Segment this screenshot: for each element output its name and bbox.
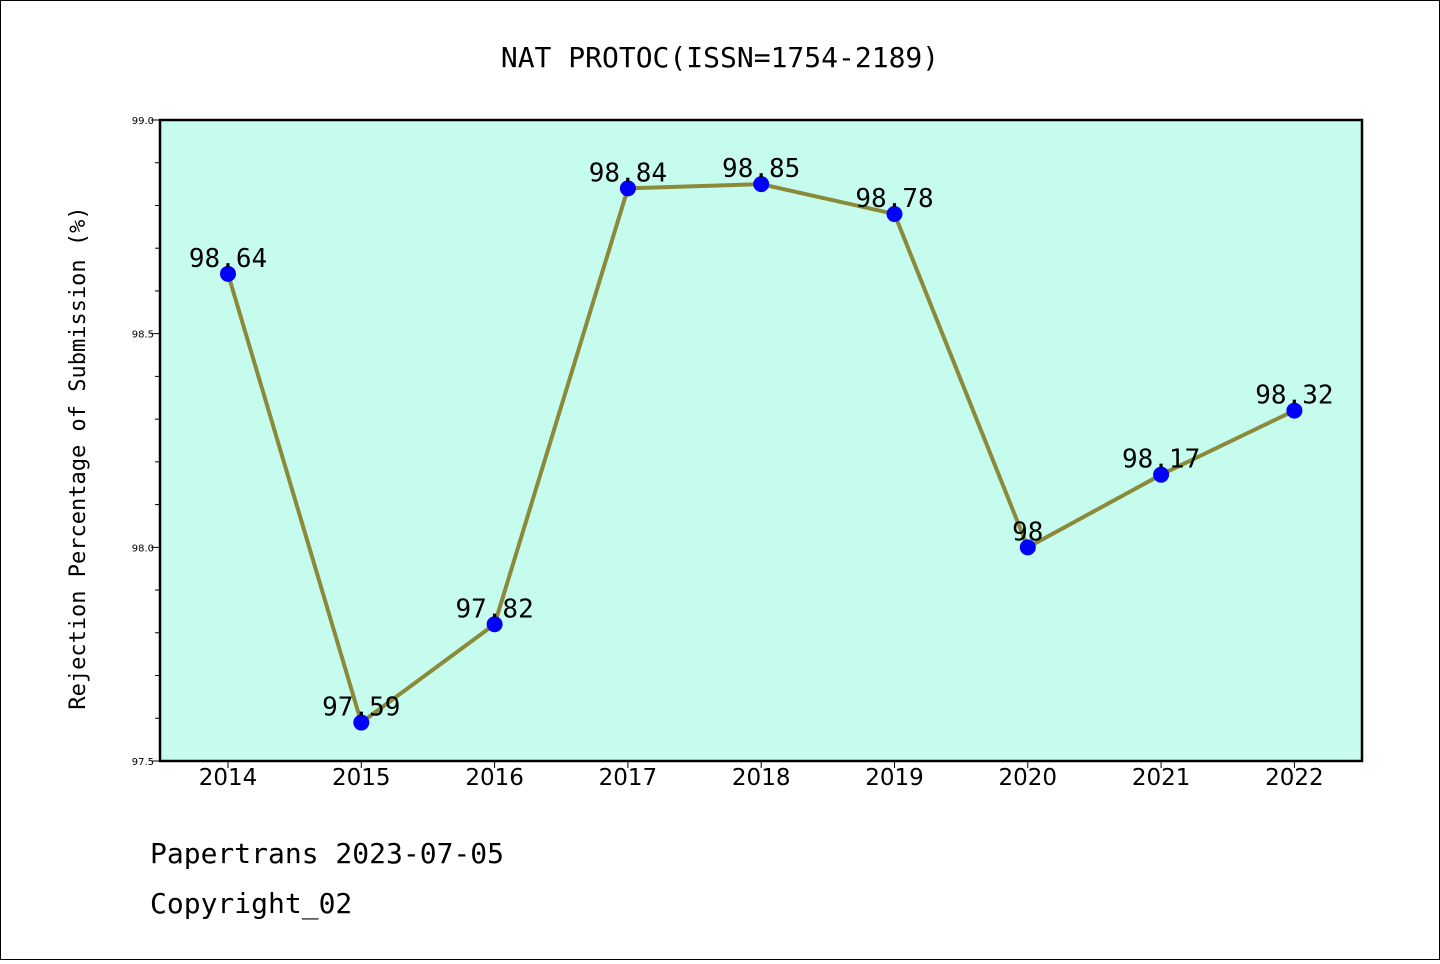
x-tick-label: 2015 [332, 765, 391, 791]
y-tick-label: 97.5 [132, 757, 154, 768]
data-point [753, 176, 770, 193]
chart-title: NAT PROTOC(ISSN=1754-2189) [501, 41, 939, 74]
data-point [1019, 539, 1036, 556]
x-axis: 2014 2015 2016 2017 2018 2019 2020 2021 2022 [199, 761, 1324, 791]
plot-area [160, 120, 1362, 761]
data-label: 98.78 [855, 184, 933, 214]
data-point [886, 206, 903, 223]
x-tick-label: 2014 [199, 765, 258, 791]
x-tick-label: 2022 [1265, 765, 1324, 791]
y-tick-label: 99.0 [132, 116, 154, 127]
y-tick-label: 98.0 [132, 543, 154, 554]
x-tick-label: 2018 [732, 765, 791, 791]
series-layer: 98.64 97.59 97.82 98.84 98.85 98.78 98 98.17 98.… [189, 154, 1334, 731]
x-tick-label: 2016 [465, 765, 524, 791]
data-point [353, 714, 370, 731]
data-label: 98.85 [722, 154, 800, 184]
x-tick-label: 2020 [999, 765, 1058, 791]
data-label: 98.64 [189, 244, 267, 274]
data-label: 97.59 [322, 693, 400, 723]
data-point [1153, 466, 1170, 483]
x-tick-label: 2017 [599, 765, 658, 791]
data-point [220, 265, 236, 282]
footer-date-text: Papertrans 2023-07-05 [150, 837, 504, 870]
data-label: 98.17 [1122, 445, 1200, 475]
y-axis: 97.5 98.0 98.5 99.0 [132, 116, 160, 768]
data-label: 97.82 [455, 594, 533, 624]
x-tick-label: 2019 [865, 765, 924, 791]
y-axis-label: Rejection Percentage of Submission (%) [66, 206, 91, 709]
footer-copyright-text: Copyright_02 [150, 887, 352, 921]
data-point [486, 616, 503, 633]
y-tick-label: 98.5 [132, 330, 154, 341]
data-label: 98.84 [589, 158, 667, 188]
data-label: 98 [1012, 517, 1043, 547]
x-tick-label: 2021 [1132, 765, 1191, 791]
plot-frame [158, 118, 1364, 763]
data-label: 98.32 [1255, 381, 1333, 411]
data-point [619, 180, 636, 197]
data-point [1286, 402, 1303, 419]
